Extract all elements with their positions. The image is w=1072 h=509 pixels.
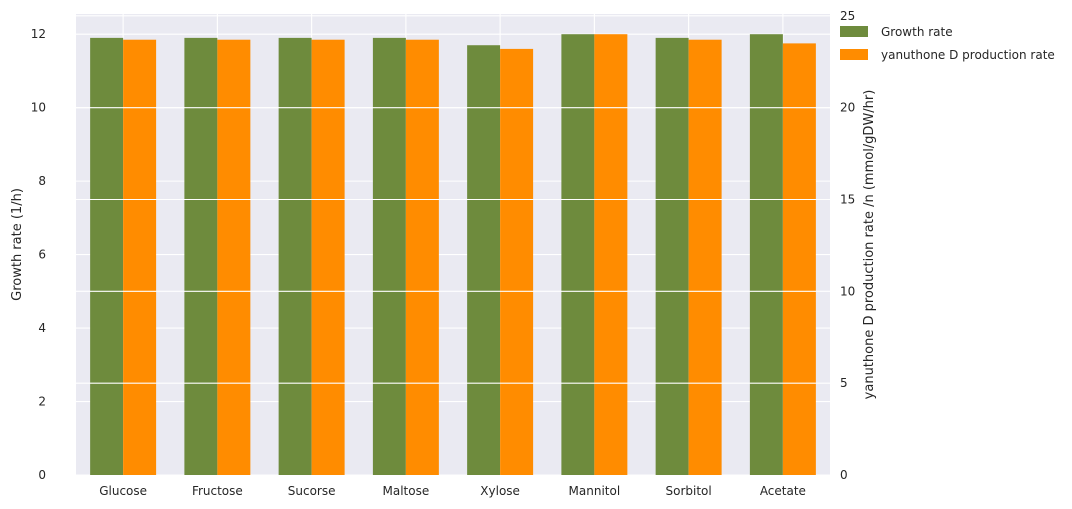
y-right-tick-label: 10 (840, 284, 855, 298)
legend-label: yanuthone D production rate (881, 48, 1055, 62)
y-right-tick-label: 20 (840, 101, 855, 115)
legend-swatch (840, 49, 868, 60)
bar-growth-rate (278, 37, 312, 475)
bar-growth-rate (749, 34, 783, 475)
bar-growth-rate (372, 37, 406, 475)
y-axis-right-ticks: 0 5 10 15 20 25 (840, 9, 855, 482)
bar-yanuthone-d-production-rate (594, 34, 628, 475)
y-axis-left-ticks: 0 2 4 6 8 10 12 (31, 27, 46, 482)
y-right-tick-label: 15 (840, 193, 855, 207)
legend: Growth rate yanuthone D production rate (840, 25, 1055, 62)
bar-growth-rate (90, 37, 124, 475)
legend-label: Growth rate (881, 25, 953, 39)
bar-yanuthone-d-production-rate (782, 43, 816, 476)
x-axis-ticks: Glucose Fructose Sucorse Maltose Xylose Manni… (99, 484, 806, 498)
bar-yanuthone-d-production-rate (311, 39, 345, 476)
y-axis-left-label: Growth rate (1/h) (10, 188, 25, 301)
bars (76, 15, 830, 476)
bar-yanuthone-d-production-rate (405, 39, 439, 476)
y-left-tick-label: 4 (38, 321, 46, 335)
bar-growth-rate (655, 37, 689, 475)
bar-yanuthone-d-production-rate (500, 48, 534, 475)
bar-yanuthone-d-production-rate (217, 39, 251, 476)
x-tick-label: Mannitol (569, 484, 621, 498)
y-left-tick-label: 6 (38, 248, 46, 262)
bar-growth-rate (561, 34, 595, 475)
y-left-tick-label: 2 (38, 395, 46, 409)
y-right-tick-label: 25 (840, 9, 855, 23)
bar-yanuthone-d-production-rate (123, 39, 157, 476)
y-right-tick-label: 5 (840, 376, 848, 390)
x-tick-label: Sorbitol (666, 484, 712, 498)
x-tick-label: Maltose (383, 484, 430, 498)
x-tick-label: Acetate (760, 484, 806, 498)
y-left-tick-label: 8 (38, 174, 46, 188)
y-axis-right-label: yanuthone D production rate /n (mmol/gDW… (862, 90, 877, 400)
y-left-tick-label: 0 (38, 468, 46, 482)
x-tick-label: Glucose (99, 484, 147, 498)
x-tick-label: Xylose (480, 484, 520, 498)
bar-growth-rate (467, 45, 501, 475)
bar-growth-rate (184, 37, 218, 475)
bar-yanuthone-d-production-rate (688, 39, 722, 476)
y-right-tick-label: 0 (840, 468, 848, 482)
y-left-tick-label: 12 (31, 27, 46, 41)
x-tick-label: Fructose (192, 484, 243, 498)
legend-swatch (840, 26, 868, 37)
x-tick-label: Sucorse (288, 484, 336, 498)
y-left-tick-label: 10 (31, 101, 46, 115)
